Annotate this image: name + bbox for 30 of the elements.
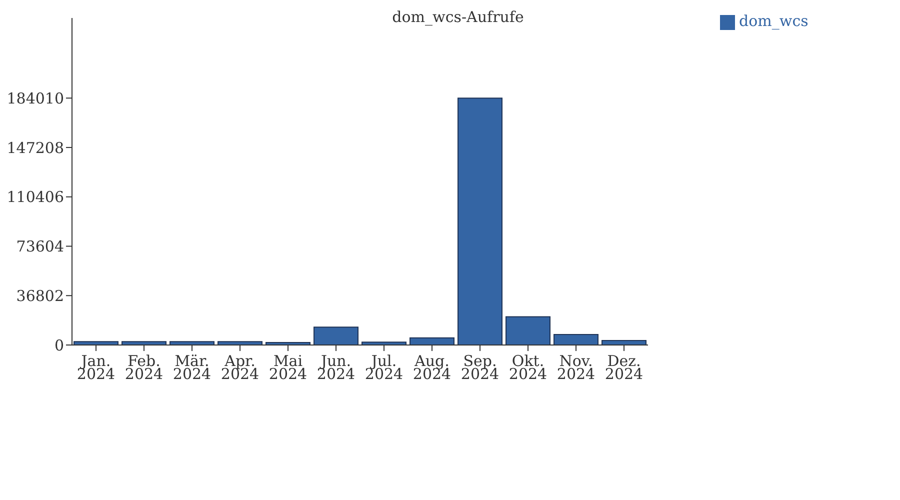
y-tick-label: 0: [54, 336, 64, 354]
chart-title: dom_wcs-Aufrufe: [392, 8, 524, 26]
bar: [458, 98, 502, 345]
x-tick-label: Okt. 2024: [508, 352, 548, 383]
legend-label: dom_wcs: [739, 12, 808, 30]
bar: [410, 337, 454, 345]
bar: [554, 334, 598, 345]
bar: [170, 341, 214, 345]
y-tick-label: 147208: [6, 138, 64, 157]
y-tick-label: 110406: [6, 188, 64, 206]
x-tick-label: Jan. 2024: [76, 352, 116, 383]
x-tick-label: Jun. 2024: [316, 352, 356, 383]
x-tick-label: Jul. 2024: [364, 352, 404, 383]
x-tick-label: Apr. 2024: [220, 352, 260, 383]
x-tick-label: Mai 2024: [268, 352, 308, 383]
bar: [362, 342, 406, 345]
x-tick-label: Nov. 2024: [556, 352, 596, 383]
bar: [218, 341, 262, 345]
x-tick-label: Sep. 2024: [460, 352, 500, 383]
x-tick-label: Feb. 2024: [124, 352, 164, 383]
y-tick-label: 184010: [6, 89, 64, 108]
x-tick-label: Mär. 2024: [172, 352, 212, 383]
bar: [314, 326, 358, 345]
bar: [506, 316, 550, 345]
y-tick-label: 73604: [16, 238, 64, 256]
x-tick-label: Dez. 2024: [604, 352, 644, 383]
y-tick-label: 36802: [16, 286, 64, 305]
bar: [122, 341, 166, 345]
x-tick-label: Aug. 2024: [412, 352, 452, 383]
bar: [74, 341, 118, 345]
